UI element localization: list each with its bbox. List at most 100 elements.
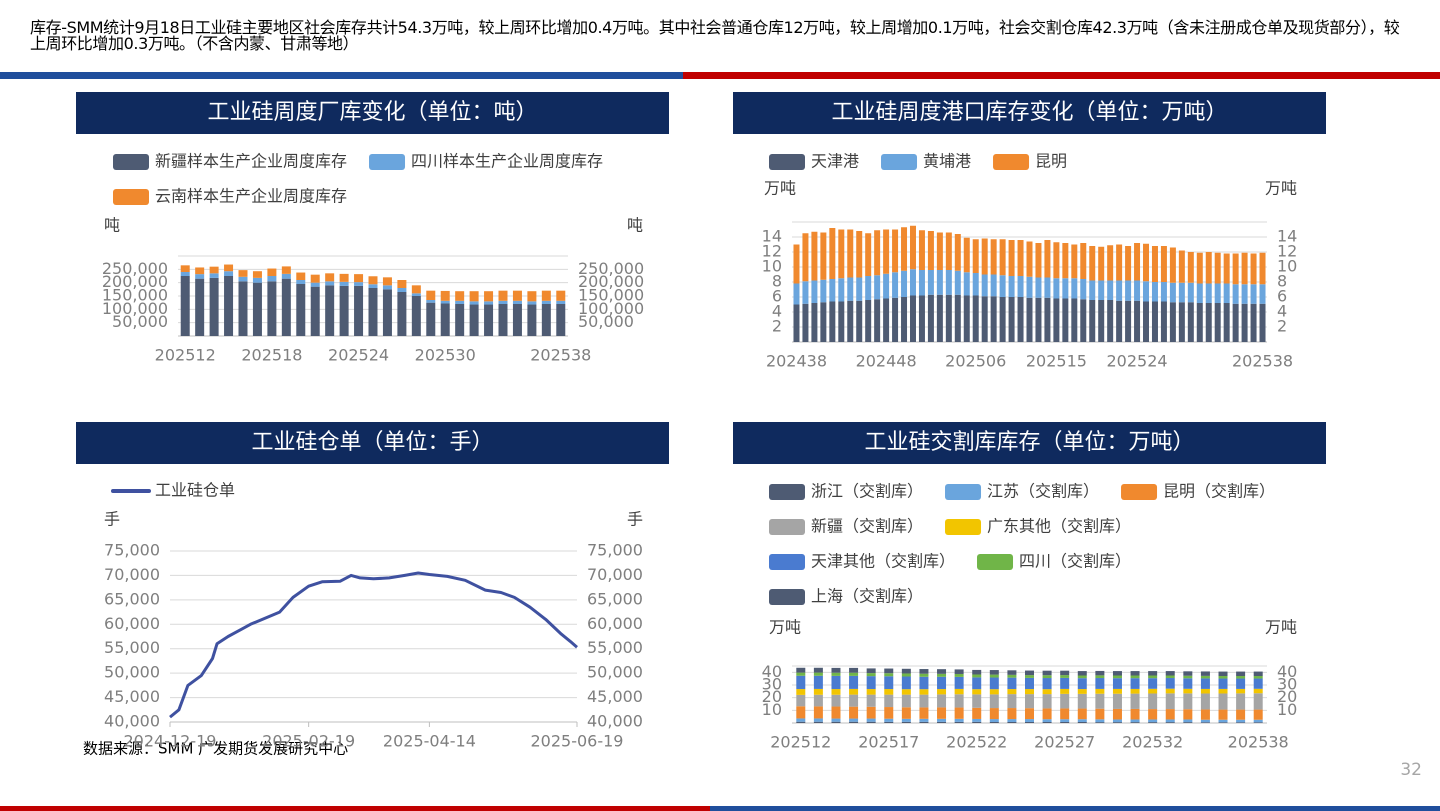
y2-tick-label: 40 [1277,662,1297,681]
bar-segment [1151,282,1158,302]
bar-segment [796,675,806,690]
data-line [169,571,578,719]
y-tick-label: 40,000 [104,712,160,731]
bar-segment [999,297,1006,342]
bar-segment [937,676,947,690]
bar-segment [866,706,876,719]
bar-segment [1241,284,1248,304]
bar-segment [1071,244,1078,279]
bar-segment [919,694,929,708]
top-bar-red [683,72,1440,79]
bar-segment [1007,670,1017,675]
bar-segment [195,267,205,275]
bar-segment [1218,671,1228,677]
bar-segment [829,279,836,302]
bar-segment [820,232,827,280]
bar-segment [838,278,845,302]
bar-segment [224,271,234,276]
bar-segment [455,300,465,304]
x-tick-label: 2024-12-19 [124,732,217,751]
bar-segment [1116,280,1123,301]
bar-segment [484,301,494,305]
y-tick-label: 20 [762,687,782,706]
y2-tick-label: 2 [1277,317,1287,336]
bar-segment [1253,678,1263,689]
bar-segment [426,302,436,336]
bar-segment [945,294,952,342]
bar-segment [1178,282,1185,303]
bar-segment [849,718,859,722]
bar-segment [1200,709,1210,720]
bar-segment [1165,678,1175,689]
bar-segment [901,227,908,271]
bar-segment [963,237,970,273]
bar-segment [397,292,407,336]
bar-segment [1098,246,1105,281]
bar-segment [937,669,947,674]
bar-segment [811,280,818,303]
bar-segment [1143,281,1150,302]
y-tick-label: 8 [772,272,782,291]
y-tick-label: 60,000 [104,614,160,633]
bar-segment [195,274,205,279]
bar-segment [1060,670,1070,676]
bar-segment [856,277,863,301]
panel-title: 工业硅周度港口库存变化（单位：万吨） [831,100,1227,125]
bar-segment [972,694,982,708]
bar-segment [484,291,494,302]
bar-segment [1130,688,1140,694]
bar-segment [238,281,248,336]
bar-segment [1026,297,1033,342]
bar-segment [1060,677,1070,689]
bar-segment [1232,284,1239,304]
bar-segment [954,669,964,674]
x-tick-label: 202538 [1228,733,1289,752]
legend-swatch [113,189,149,205]
bottom-bar-red [0,806,710,811]
bar-segment [1200,678,1210,689]
x-tick-label: 202518 [241,346,302,365]
x-tick-label: 202506 [945,352,1006,371]
bar-segment [813,718,823,722]
bar-segment [802,281,809,304]
legend-label: 云南样本生产企业周度库存 [155,187,347,206]
right-axis-unit: 吨 [627,216,643,235]
source-note: 数据来源：SMM 广发期货发展研究中心 [83,740,348,758]
bar-segment [1218,688,1228,694]
bar-segment [1253,688,1263,694]
bar-segment [1218,693,1228,710]
bar-segment [1178,250,1185,283]
bar-segment [813,675,823,689]
bar-segment [1042,670,1052,676]
bar-segment [1165,671,1175,676]
bar-segment [1130,722,1140,723]
bar-segment [209,277,219,336]
bar-segment [469,291,479,302]
y2-tick-label: 55,000 [587,638,643,657]
panel-title-bar [76,422,669,464]
bar-segment [1062,278,1069,299]
bar-segment [1187,282,1194,303]
bar-segment [919,673,929,677]
bar-segment [1112,688,1122,694]
bar-segment [455,291,465,301]
bar-segment [831,718,841,722]
right-axis-unit: 手 [627,510,643,529]
x-tick-label: 202538 [1232,352,1293,371]
bar-segment [883,298,890,342]
bar-segment [180,265,190,272]
bar-segment [1148,709,1158,720]
bar-segment [1250,303,1257,342]
bar-segment [1253,671,1263,677]
bar-segment [1060,721,1070,723]
bar-segment [440,300,450,304]
bar-segment [541,300,551,304]
y-tick-label: 12 [762,242,782,261]
y-tick-label: 200,000 [102,272,168,291]
bar-segment [1183,678,1193,689]
legend-swatch [113,154,149,170]
legend-swatch [977,554,1014,570]
bar-segment [884,668,894,674]
bar-segment [972,295,979,342]
bar-segment [866,668,876,674]
